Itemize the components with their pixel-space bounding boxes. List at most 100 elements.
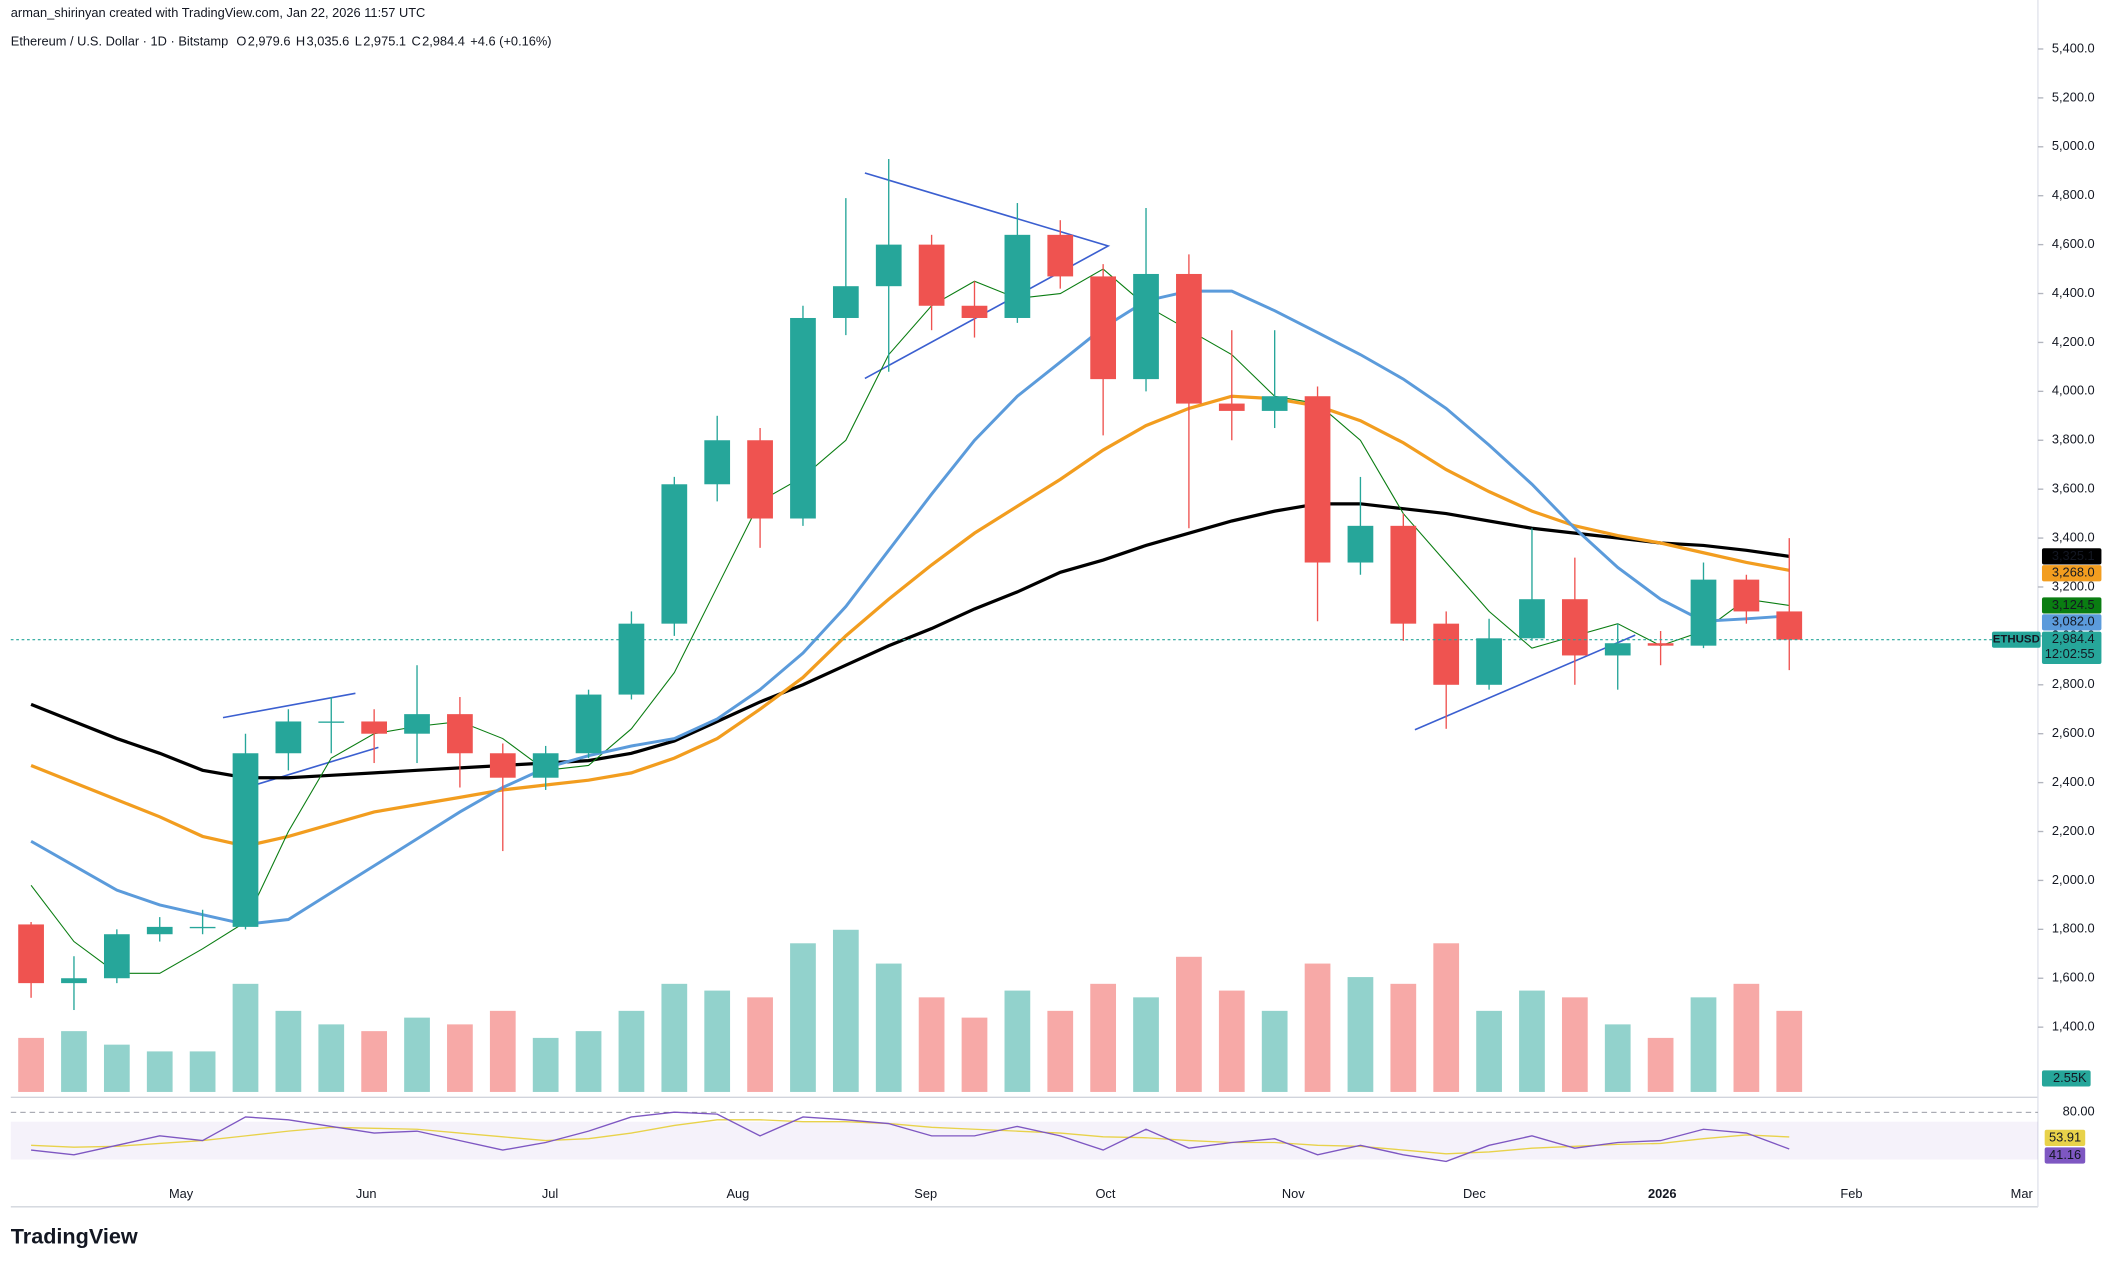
y-tick-label: 1,800.0 (2052, 921, 2095, 936)
x-tick-label: Mar (2011, 1186, 2034, 1201)
volume-bar (404, 1017, 430, 1092)
rsi-ma-tag (2044, 1129, 2086, 1147)
volume-bar (1690, 997, 1717, 1092)
rsi-line (31, 1111, 1790, 1163)
candle-body (918, 244, 945, 306)
volume-bar (275, 1010, 302, 1092)
y-tick-label: 2,000.0 (2052, 872, 2095, 887)
moving-average (30, 394, 1790, 848)
candle-body (61, 978, 87, 984)
ma-price-label: 3,082.0 (2052, 614, 2095, 629)
candle-body (1476, 638, 1502, 685)
ohlc-value: 3,035.6 (307, 33, 350, 48)
symbol-tag-label: ETHUSD (1993, 634, 2040, 646)
candle-body (1604, 643, 1631, 656)
candle-body (1433, 623, 1460, 685)
candle-body (103, 934, 130, 979)
volume-bar (618, 1010, 645, 1092)
x-tick-label: Aug (726, 1186, 749, 1201)
price-tag-label: 2,984.4 (2052, 631, 2095, 646)
y-tick-label: 2,600.0 (2052, 725, 2095, 740)
volume-bar (1476, 1010, 1502, 1092)
candle-body (747, 440, 773, 519)
y-tick-label: 1,400.0 (2052, 1019, 2095, 1034)
trend-line (222, 692, 356, 719)
volume-bar (1261, 1010, 1288, 1092)
ma-price-tag (2041, 548, 2102, 565)
volume-bar (61, 1031, 87, 1092)
volume-bar (318, 1024, 345, 1092)
price-tag (2041, 631, 2102, 665)
y-tick-label: 2,800.0 (2052, 676, 2095, 691)
ma-price-label: 3,268.0 (2052, 565, 2095, 580)
candle-body (1218, 403, 1245, 411)
rsi-ma-line (31, 1119, 1790, 1155)
candle-body (961, 305, 988, 318)
moving-average (30, 289, 1790, 926)
ma-price-label: 3,325.1 (2052, 548, 2095, 563)
x-tick-label: Oct (1095, 1186, 1115, 1201)
candle-body (146, 926, 173, 935)
ohlc-value: 2,975.1 (363, 33, 406, 48)
ma-price-label: 3,124.5 (2052, 597, 2095, 612)
volume-bar (961, 1017, 988, 1092)
volume-badge-label: 2.55K (2053, 1070, 2087, 1085)
ma-price-tag (2041, 565, 2102, 582)
y-tick-label: 2,400.0 (2052, 774, 2095, 789)
candle-body (361, 721, 388, 734)
volume-bar (575, 1031, 602, 1092)
volume-bar (704, 990, 731, 1092)
credit-text: arman_shirinyan created with TradingView… (11, 5, 426, 20)
ohlc-key: H (296, 33, 305, 48)
volume-bar (790, 943, 816, 1092)
volume-badge (2041, 1070, 2091, 1087)
volume-bar (1090, 983, 1117, 1092)
candle-body (1004, 234, 1031, 318)
candle-body (1776, 611, 1803, 640)
volume-bar (1347, 977, 1374, 1092)
volume-bar (189, 1051, 216, 1092)
candle-body (704, 440, 731, 485)
ohlc-key: L (355, 33, 362, 48)
candle-body (1733, 579, 1760, 612)
volume-bar (1519, 990, 1545, 1092)
volume-bar (747, 997, 773, 1092)
x-tick-label: Feb (1840, 1186, 1862, 1201)
y-tick-label: 4,800.0 (2052, 187, 2095, 202)
rsi-tick-label: 80.00 (2063, 1104, 2095, 1119)
symbol-text: Ethereum / U.S. Dollar · 1D · Bitstamp (11, 33, 228, 48)
candle-body (1347, 525, 1374, 563)
moving-average (30, 268, 1790, 974)
candle-body (189, 926, 216, 929)
candle-body (1519, 599, 1545, 639)
candle-body (1390, 525, 1417, 624)
volume-bar (832, 929, 859, 1092)
candle-body (1690, 579, 1717, 646)
volume-bar (1776, 1010, 1803, 1092)
y-tick-label: 5,000.0 (2052, 138, 2095, 153)
ma-price-tag (2041, 614, 2102, 631)
volume-bar (1647, 1037, 1674, 1092)
candle-body (790, 317, 816, 519)
x-tick-label: May (169, 1186, 194, 1201)
volume-bar (1604, 1024, 1631, 1092)
ma-price-tag (2041, 597, 2102, 614)
y-tick-label: 4,600.0 (2052, 236, 2095, 251)
volume-bar (918, 997, 945, 1092)
volume-bar (1304, 963, 1331, 1092)
x-tick-label: Sep (914, 1186, 937, 1201)
volume-bar (447, 1024, 473, 1092)
y-tick-label: 3,200.0 (2052, 578, 2095, 593)
volume-bar (1047, 1010, 1074, 1092)
volume-bar (1561, 997, 1588, 1092)
volume-bar (18, 1037, 44, 1092)
trend-line (864, 172, 1111, 380)
rsi-tag (2044, 1147, 2086, 1164)
y-tick-label: 4,400.0 (2052, 285, 2095, 300)
volume-bar (875, 963, 902, 1092)
candle-body (1090, 276, 1117, 380)
rsi-ma-label: 53.91 (2049, 1129, 2081, 1144)
brand: TradingView (11, 1224, 138, 1249)
y-tick-label: 3,600.0 (2052, 481, 2095, 496)
